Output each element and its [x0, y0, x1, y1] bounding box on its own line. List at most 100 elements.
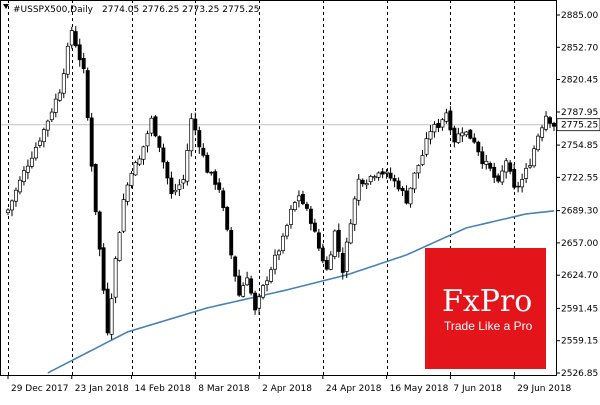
candle-body — [169, 177, 174, 194]
header-arrow-icon — [3, 4, 9, 9]
candle-body — [261, 285, 266, 298]
candle — [233, 255, 238, 282]
candle — [205, 152, 210, 174]
candle-body — [14, 189, 18, 202]
candle — [384, 168, 389, 179]
candle — [253, 290, 258, 315]
candle — [476, 140, 481, 156]
candle — [193, 112, 198, 136]
candle-body — [368, 176, 373, 183]
candle — [472, 133, 477, 144]
candle — [352, 196, 357, 231]
candle — [61, 68, 66, 99]
candle-body — [416, 165, 421, 174]
candle — [504, 157, 509, 179]
candle-body — [408, 187, 413, 205]
fxpro-logo-brand: FxPro — [442, 284, 532, 319]
candle — [328, 251, 333, 271]
candle-body — [161, 147, 166, 163]
candle — [221, 187, 226, 212]
candle-body — [444, 112, 449, 122]
candle — [360, 178, 365, 187]
candle-body — [73, 31, 78, 47]
candle-body — [388, 172, 393, 179]
candle-body — [233, 256, 238, 277]
candle-body — [296, 195, 301, 202]
candle-body — [237, 275, 242, 296]
candle — [376, 171, 381, 181]
candle — [117, 231, 122, 262]
candle-body — [484, 160, 489, 165]
candle — [500, 165, 505, 186]
candle — [412, 171, 417, 193]
candle-body — [476, 141, 481, 153]
candle-body — [197, 130, 202, 148]
candle-body — [65, 45, 70, 75]
candle-body — [316, 232, 321, 249]
candle — [404, 185, 409, 205]
candle-body — [500, 170, 505, 183]
moving-average-line — [47, 210, 555, 374]
plot-frame — [0, 0, 557, 376]
candle-body — [189, 118, 194, 152]
candle — [217, 178, 222, 193]
candle — [432, 121, 437, 138]
candle — [149, 115, 154, 137]
candle — [41, 127, 46, 148]
candle-body — [129, 173, 134, 186]
candle-body — [452, 127, 457, 143]
candle-body — [432, 124, 437, 133]
candle — [169, 171, 174, 199]
candle-body — [412, 172, 417, 190]
candle — [133, 160, 138, 176]
candle — [141, 145, 146, 165]
candle-body — [468, 129, 473, 139]
candle — [69, 26, 74, 49]
candle-body — [492, 166, 497, 178]
candle — [177, 179, 182, 196]
x-axis: 29 Dec 2017 23 Jan 2018 14 Feb 2018 8 Mar 2… — [7, 375, 572, 394]
x-tick-label: 29 Jun 2018 — [517, 384, 571, 394]
candle-body — [277, 250, 281, 256]
candle — [468, 128, 473, 140]
candle-body — [97, 211, 102, 250]
candle-body — [17, 179, 22, 193]
candle — [368, 174, 373, 185]
candle — [113, 256, 118, 304]
candle-body — [448, 110, 453, 131]
candle — [81, 52, 86, 74]
candle — [484, 155, 489, 170]
y-tick-label: 2624.70 — [561, 271, 598, 281]
candle — [548, 116, 552, 128]
candle — [129, 171, 134, 189]
candle — [281, 233, 285, 254]
candle-body — [137, 158, 142, 165]
candle-body — [153, 116, 158, 137]
candle — [137, 155, 142, 166]
candle-body — [400, 187, 405, 192]
candle — [396, 177, 401, 192]
candle-body — [460, 132, 465, 137]
candle — [201, 143, 206, 158]
candle — [356, 174, 361, 206]
header-ohlc: 2774.05 2776.25 2773.25 2775.25 — [102, 5, 259, 15]
candle-body — [548, 117, 552, 124]
candle — [516, 181, 521, 193]
candle-body — [249, 278, 254, 294]
candle — [312, 218, 317, 233]
candle-body — [320, 247, 325, 262]
candle-body — [324, 259, 329, 270]
candle-body — [25, 165, 30, 173]
candle — [185, 143, 190, 186]
candle — [85, 67, 90, 121]
candle-body — [480, 151, 485, 165]
candle-body — [396, 180, 401, 190]
candle-body — [516, 185, 521, 188]
candle — [73, 26, 78, 48]
candle-body — [221, 190, 226, 208]
candle — [277, 249, 281, 261]
candle — [460, 127, 465, 143]
candle-body — [61, 73, 66, 94]
candle — [213, 169, 218, 190]
candle-body — [308, 208, 313, 224]
